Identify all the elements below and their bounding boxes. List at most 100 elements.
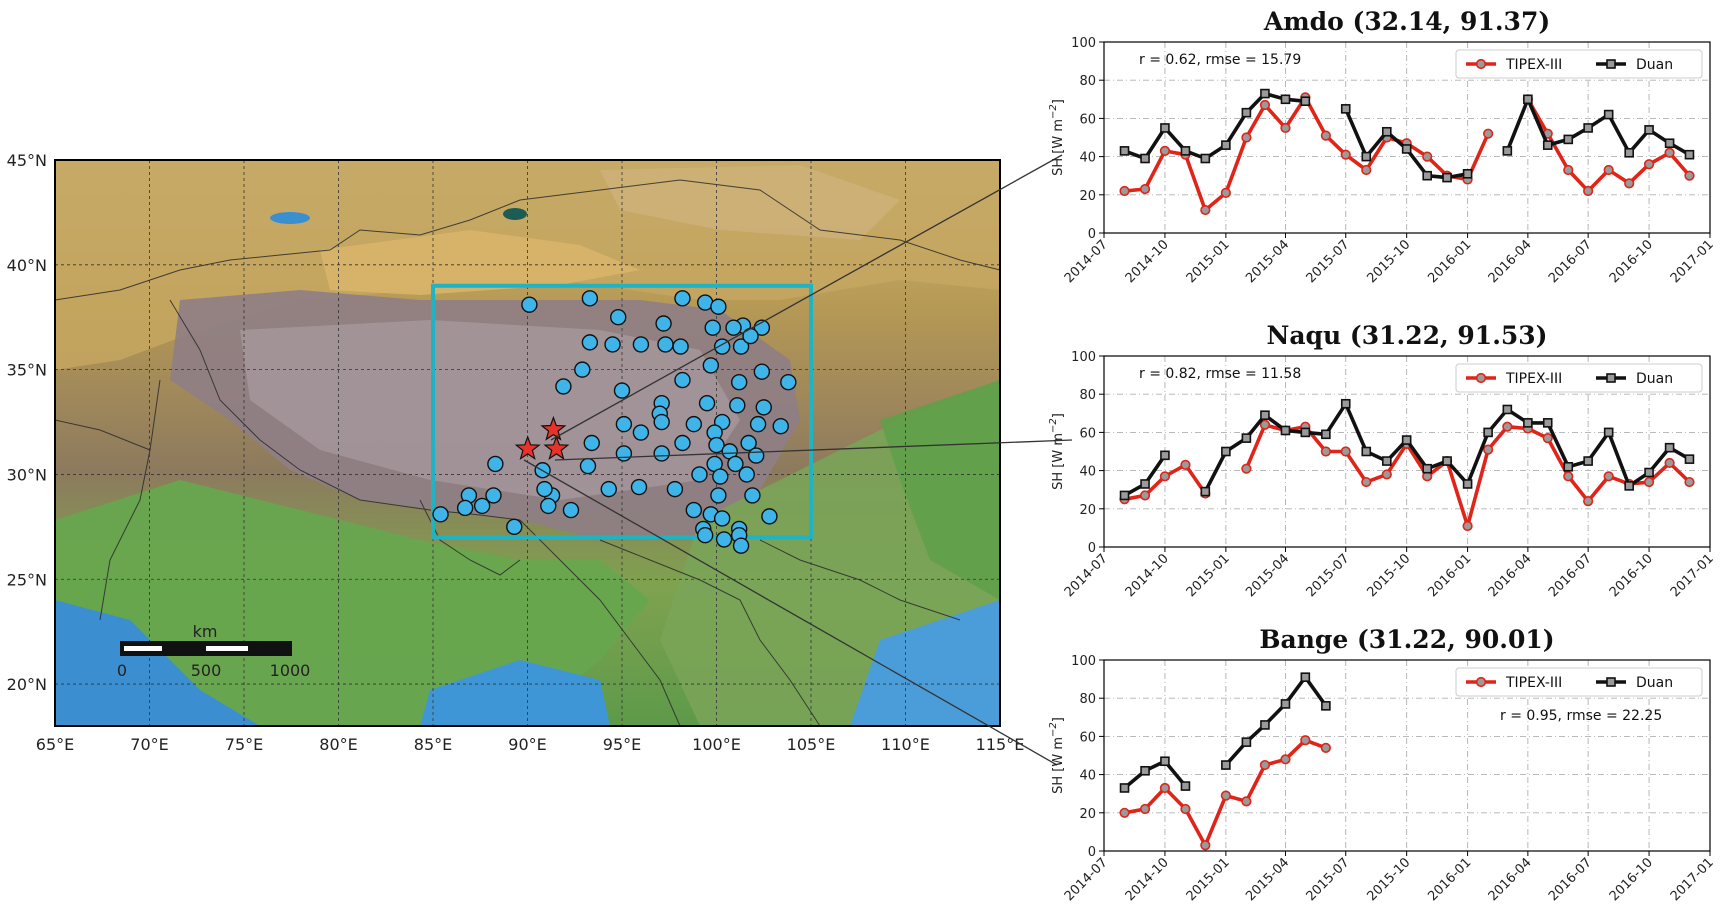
- arabian-sea: [55, 600, 260, 726]
- data-point-tipex: [1422, 151, 1433, 162]
- data-point-tipex: [1200, 204, 1211, 216]
- data-point-duan: [1221, 140, 1231, 150]
- station-marker: [738, 466, 755, 483]
- station-marker: [744, 487, 761, 504]
- x-tick-label: 2015-01: [1184, 551, 1233, 600]
- station-marker: [581, 334, 599, 351]
- data-point-duan: [1280, 699, 1291, 709]
- stat-annotation: r = 0.62, rmse = 15.79: [1139, 52, 1301, 68]
- lake-bosten: [503, 208, 527, 220]
- station-marker: [713, 510, 731, 527]
- y-tick-label: 0: [1088, 541, 1096, 556]
- data-point-tipex: [1381, 469, 1392, 480]
- x-tick-label: 2016-10: [1607, 237, 1656, 286]
- data-point-duan: [1462, 168, 1473, 179]
- x-tick-label: 2015-01: [1184, 237, 1233, 286]
- latitude-tick-labels: 20°N 25°N 30°N 35°N 40°N 45°N: [7, 151, 47, 694]
- data-point-tipex: [1259, 419, 1271, 430]
- data-point-duan: [1684, 149, 1695, 160]
- longitude-tick-label: 95°E: [603, 735, 641, 754]
- station-marker: [702, 357, 720, 374]
- data-point-tipex: [1361, 476, 1372, 488]
- data-point-tipex: [1320, 742, 1331, 753]
- station-marker: [704, 319, 721, 336]
- station-marker: [583, 434, 600, 452]
- station-marker: [732, 537, 750, 554]
- data-point-duan: [1422, 170, 1432, 181]
- station-marker: [674, 290, 691, 307]
- data-point-duan: [1624, 147, 1634, 158]
- data-point-duan: [1180, 781, 1191, 791]
- latitude-tick-label: 45°N: [7, 151, 47, 170]
- data-point-duan: [1563, 134, 1574, 145]
- station-marker: [579, 457, 597, 475]
- longitude-tick-label: 70°E: [130, 735, 168, 754]
- station-marker: [698, 394, 716, 412]
- legend-label-tipex: TIPEX-III: [1505, 675, 1562, 691]
- station-marker: [708, 436, 725, 454]
- data-point-duan: [1260, 720, 1270, 730]
- station-marker: [604, 336, 621, 353]
- station-marker: [710, 487, 727, 504]
- legend-label-tipex: TIPEX-III: [1505, 57, 1562, 73]
- station-marker: [657, 336, 674, 353]
- data-point-tipex: [1340, 446, 1351, 457]
- data-point-duan: [1483, 427, 1493, 438]
- station-marker: [674, 434, 691, 452]
- station-marker: [632, 424, 650, 441]
- y-tick-label: 80: [1079, 74, 1096, 89]
- station-marker: [485, 487, 502, 504]
- data-point-duan: [1140, 765, 1150, 776]
- latitude-tick-label: 25°N: [7, 570, 47, 589]
- legend-marker-tipex: [1475, 676, 1487, 688]
- data-point-duan: [1422, 463, 1432, 474]
- x-tick-label: 2017-01: [1668, 551, 1717, 600]
- connector-bange: [523, 459, 1058, 766]
- station-marker: [685, 415, 703, 433]
- series-line-duan: [1123, 759, 1187, 790]
- data-point-tipex: [1159, 145, 1171, 156]
- data-point-duan: [1221, 760, 1231, 770]
- data-point-tipex: [1563, 164, 1574, 176]
- data-point-tipex: [1542, 433, 1553, 444]
- latitude-tick-label: 35°N: [7, 361, 47, 380]
- y-axis-label-main: SH [W m: [1051, 737, 1066, 794]
- connector-amdo: [550, 154, 1063, 441]
- data-point-duan: [1583, 456, 1593, 466]
- data-point-duan: [1664, 442, 1675, 453]
- series-line-duan: [1505, 97, 1691, 157]
- map-panel: 65°E 70°E 75°E 80°E 85°E 90°E 95°E 100°E 105°E 11…: [7, 151, 1073, 766]
- y-tick-label: 100: [1071, 350, 1096, 365]
- y-axis-label-sup: −2: [1048, 722, 1059, 737]
- gobi-desert-region: [600, 165, 900, 240]
- y-axis-label: SH [W m−2]: [1048, 717, 1066, 794]
- data-point-duan: [1382, 456, 1392, 466]
- x-tick-label: 2016-10: [1607, 855, 1656, 904]
- data-point-tipex: [1624, 178, 1635, 189]
- highlight-station-star: [514, 435, 541, 461]
- longitude-tick-label: 90°E: [508, 735, 546, 754]
- y-axis-label: SH [W m−2]: [1048, 99, 1066, 176]
- latitude-tick-label: 20°N: [7, 675, 47, 694]
- y-tick-label: 20: [1079, 189, 1096, 204]
- data-point-duan: [1542, 140, 1553, 150]
- plateau-interior-region: [240, 320, 740, 500]
- x-tick-label: 2014-10: [1123, 855, 1172, 904]
- scale-bar-label-0: 0: [117, 661, 127, 680]
- data-point-duan: [1523, 418, 1533, 428]
- longitude-tick-label: 100°E: [692, 735, 741, 754]
- data-point-duan: [1241, 737, 1252, 747]
- y-tick-label: 100: [1071, 36, 1096, 51]
- latitude-tick-label: 40°N: [7, 256, 47, 275]
- data-point-tipex: [1664, 457, 1675, 469]
- station-marker: [727, 455, 744, 473]
- data-point-duan: [1280, 425, 1291, 436]
- y-axis-label: SH [W m−2]: [1048, 413, 1066, 490]
- station-marker: [562, 501, 580, 519]
- x-tick-label: 2015-01: [1184, 855, 1233, 904]
- x-tick-label: 2016-07: [1546, 237, 1595, 286]
- data-point-duan: [1119, 146, 1130, 156]
- legend-marker-duan: [1606, 677, 1616, 687]
- data-point-tipex: [1220, 187, 1231, 198]
